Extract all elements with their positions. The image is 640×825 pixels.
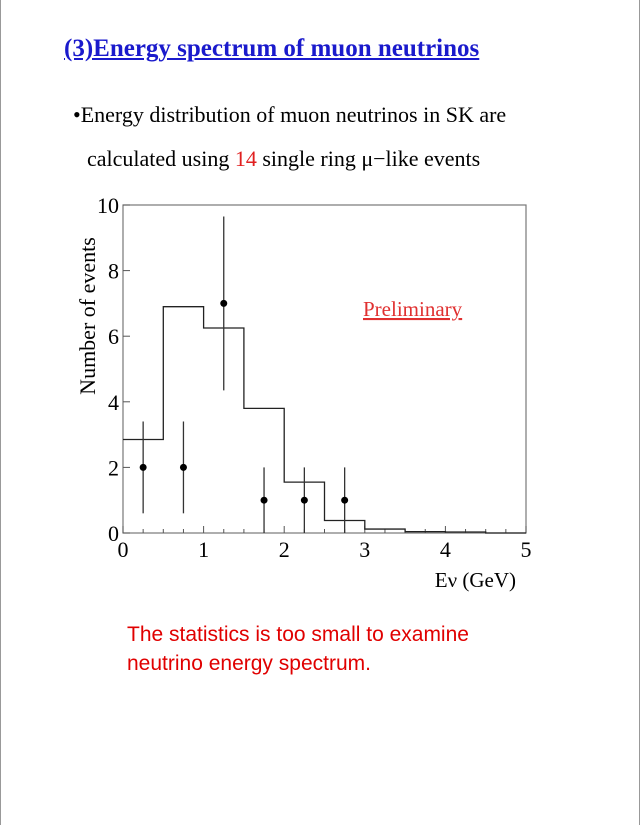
y-tick-label: 10 [97, 193, 119, 218]
conclusion-line-2: neutrino energy spectrum. [127, 652, 371, 675]
x-tick-label: 4 [440, 537, 451, 562]
x-tick-label: 1 [198, 537, 209, 562]
y-tick-label: 4 [108, 390, 119, 415]
data-point [341, 496, 349, 504]
conclusion-line-1: The statistics is too small to examine [127, 623, 469, 646]
y-tick-label: 6 [108, 324, 119, 349]
y-tick-label: 8 [108, 259, 119, 284]
preliminary-annotation: Preliminary [363, 297, 463, 321]
x-tick-label: 2 [279, 537, 290, 562]
y-axis-label: Number of events [75, 237, 100, 395]
data-point [300, 496, 308, 504]
histogram-bin [445, 532, 485, 533]
x-tick-label: 3 [359, 537, 370, 562]
data-point [179, 463, 187, 471]
slide-title: (3)Energy spectrum of muon neutrinos [64, 35, 480, 62]
bullet-line-2: calculated using 14 single ring μ−like e… [87, 146, 480, 172]
conclusion: The statistics is too small to examine n… [127, 620, 469, 678]
histogram-bin [365, 529, 405, 533]
x-tick-label: 0 [118, 537, 129, 562]
y-tick-label: 0 [108, 521, 119, 546]
y-tick-label: 2 [108, 455, 119, 480]
data-point [139, 463, 147, 471]
event-count: 14 [234, 146, 257, 171]
data-point [260, 496, 268, 504]
bullet-text: calculated using [87, 146, 235, 171]
histogram-line [123, 306, 526, 534]
x-axis-label: Eν (GeV) [435, 568, 516, 592]
bullet-text: single ring μ−like events [256, 146, 481, 171]
histogram-bin [405, 532, 445, 533]
x-tick-label: 5 [521, 537, 532, 562]
bullet-line-1: •Energy distribution of muon neutrinos i… [73, 102, 507, 127]
data-point [220, 299, 228, 307]
